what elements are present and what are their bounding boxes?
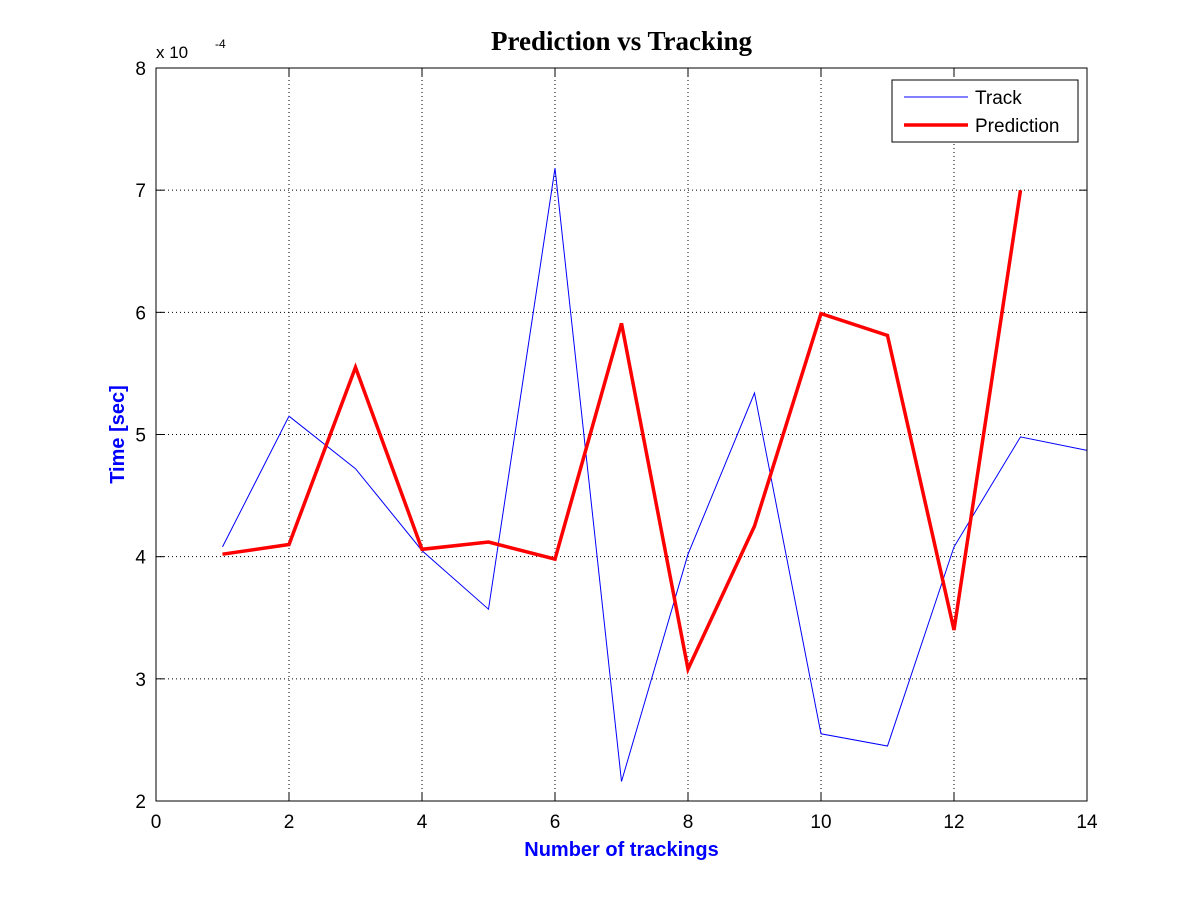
y-tick-label: 5 [135, 426, 146, 447]
y-multiplier-exponent: -4 [215, 37, 226, 51]
legend-label-prediction: Prediction [975, 116, 1060, 137]
series-line-prediction [222, 189, 1023, 675]
x-tick-label: 2 [284, 812, 295, 833]
legend: Track Prediction [891, 79, 1079, 143]
legend-label-track: Track [975, 88, 1022, 109]
x-tick-label: 12 [943, 812, 964, 833]
y-tick-label: 3 [135, 670, 146, 691]
x-tick-label: 14 [1076, 812, 1098, 833]
y-tick-label: 2 [135, 792, 146, 813]
y-multiplier-base: x 10 [156, 43, 188, 62]
plot-area [156, 68, 1087, 801]
y-axis-multiplier: x 10 -4 [156, 37, 226, 62]
x-tick-label: 4 [417, 812, 428, 833]
x-tick-label: 10 [810, 812, 831, 833]
y-tick-label: 8 [135, 59, 146, 80]
series-layer [222, 168, 1088, 782]
y-axis-label: Time [sec] [107, 385, 129, 484]
x-tick-label: 6 [550, 812, 561, 833]
chart-title: Prediction vs Tracking [491, 26, 753, 56]
y-tick-label: 7 [135, 181, 146, 202]
y-tick-label: 6 [135, 303, 146, 324]
legend-box [891, 79, 1079, 143]
x-tick-label: 8 [683, 812, 694, 833]
x-tick-label: 0 [151, 812, 162, 833]
x-axis-label: Number of trackings [524, 839, 718, 861]
y-tick-label: 4 [135, 548, 146, 569]
